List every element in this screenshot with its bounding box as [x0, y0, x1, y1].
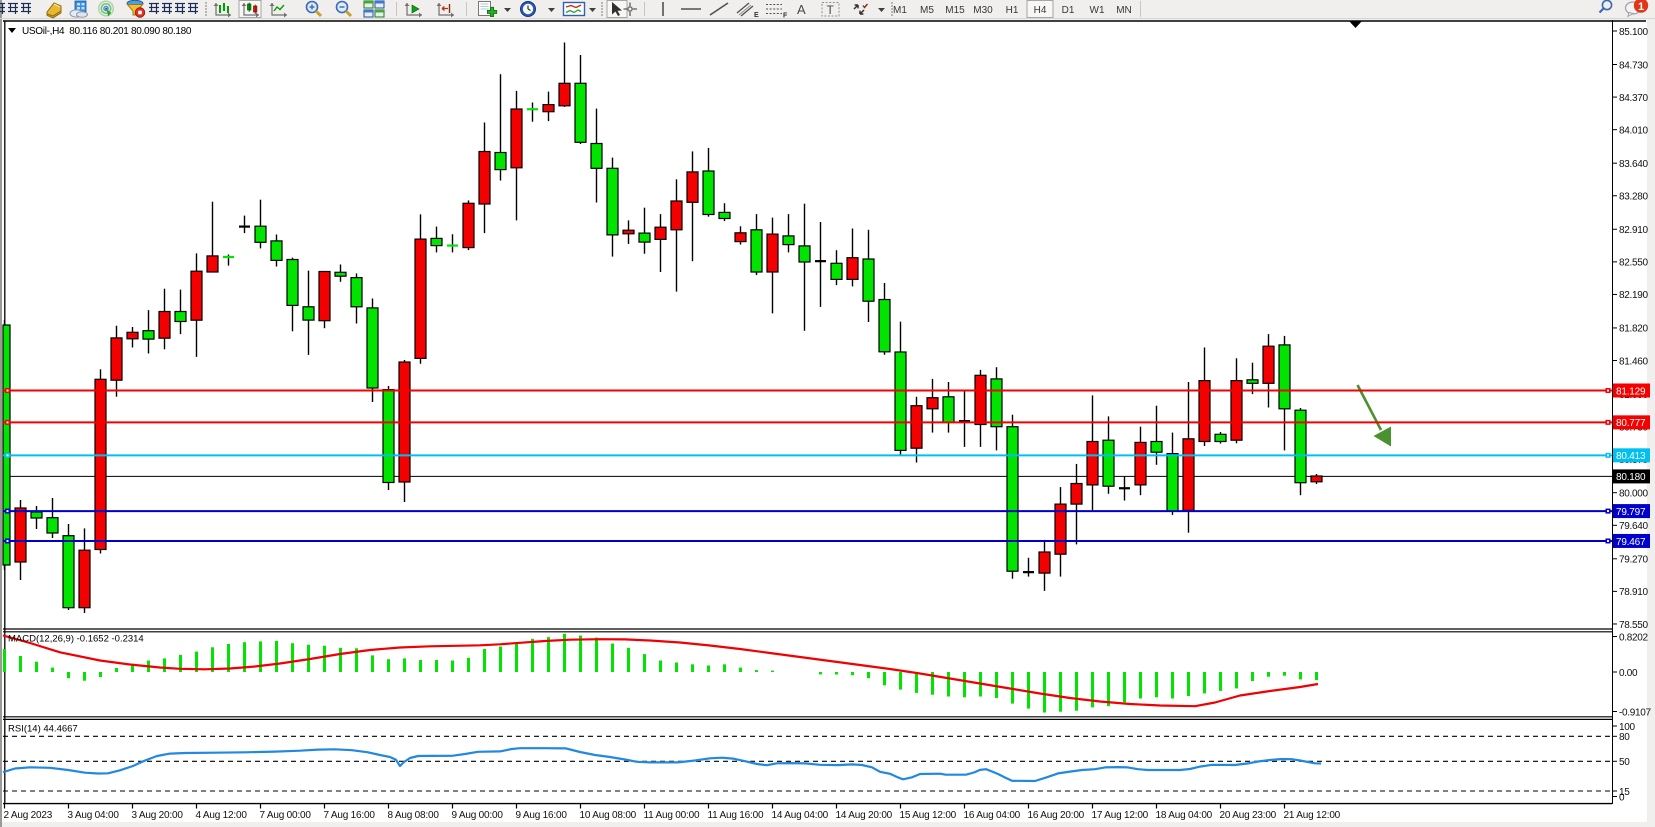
svg-text:84.370: 84.370 [1619, 93, 1649, 104]
svg-text:D1: D1 [1062, 5, 1075, 16]
svg-text:F: F [783, 13, 788, 20]
svg-text:84.730: 84.730 [1619, 60, 1649, 71]
svg-text:3 Aug 04:00: 3 Aug 04:00 [68, 810, 120, 821]
svg-text:50: 50 [1619, 757, 1630, 768]
svg-text:E: E [754, 12, 759, 19]
svg-text:W1: W1 [1090, 5, 1105, 16]
svg-text:M15: M15 [945, 5, 965, 16]
svg-text:T: T [827, 3, 835, 17]
svg-text:2 Aug 2023: 2 Aug 2023 [4, 810, 53, 821]
svg-text:85.100: 85.100 [1619, 27, 1649, 38]
svg-text:21 Aug 12:00: 21 Aug 12:00 [1284, 810, 1341, 821]
svg-text:8 Aug 08:00: 8 Aug 08:00 [388, 810, 440, 821]
svg-text:80: 80 [1619, 732, 1630, 743]
svg-text:83.640: 83.640 [1619, 159, 1649, 170]
svg-text:20 Aug 23:00: 20 Aug 23:00 [1220, 810, 1277, 821]
svg-text:18 Aug 04:00: 18 Aug 04:00 [1156, 810, 1213, 821]
svg-text:RSI(14) 44.4667: RSI(14) 44.4667 [8, 724, 78, 735]
svg-text:7 Aug 16:00: 7 Aug 16:00 [324, 810, 376, 821]
svg-text:80.180: 80.180 [1616, 472, 1646, 483]
svg-text:14 Aug 04:00: 14 Aug 04:00 [772, 810, 829, 821]
svg-text:79.640: 79.640 [1619, 521, 1649, 532]
svg-text:79.270: 79.270 [1619, 555, 1649, 566]
svg-text:10 Aug 08:00: 10 Aug 08:00 [580, 810, 637, 821]
svg-text:82.910: 82.910 [1619, 225, 1649, 236]
svg-text:M30: M30 [973, 5, 993, 16]
svg-text:17 Aug 12:00: 17 Aug 12:00 [1092, 810, 1149, 821]
svg-text:82.550: 82.550 [1619, 258, 1649, 269]
svg-text:16 Aug 20:00: 16 Aug 20:00 [1028, 810, 1085, 821]
svg-text:H4: H4 [1034, 5, 1047, 16]
svg-text:MN: MN [1116, 5, 1132, 16]
svg-text:80.413: 80.413 [1616, 451, 1646, 462]
svg-text:11 Aug 16:00: 11 Aug 16:00 [708, 810, 764, 821]
svg-text:78.910: 78.910 [1619, 587, 1649, 598]
svg-text:0: 0 [1619, 792, 1625, 803]
svg-text:M1: M1 [893, 5, 907, 16]
svg-text:81.129: 81.129 [1616, 386, 1646, 397]
svg-text:H1: H1 [1006, 5, 1019, 16]
svg-text:80.000: 80.000 [1619, 489, 1649, 500]
svg-text:3 Aug 20:00: 3 Aug 20:00 [132, 810, 184, 821]
svg-text:82.190: 82.190 [1619, 290, 1649, 301]
svg-text:14 Aug 20:00: 14 Aug 20:00 [836, 810, 893, 821]
svg-text:11 Aug 00:00: 11 Aug 00:00 [644, 810, 700, 821]
svg-text:7 Aug 00:00: 7 Aug 00:00 [260, 810, 312, 821]
svg-text:78.550: 78.550 [1619, 620, 1649, 631]
svg-text:84.010: 84.010 [1619, 125, 1649, 136]
svg-text:79.467: 79.467 [1616, 537, 1646, 548]
svg-text:16 Aug 04:00: 16 Aug 04:00 [964, 810, 1021, 821]
svg-text:M5: M5 [920, 5, 934, 16]
svg-text:9 Aug 00:00: 9 Aug 00:00 [452, 810, 504, 821]
svg-text:USOil-,H4 80.116 80.201 80.09: USOil-,H4 80.116 80.201 80.090 80.180 [22, 26, 192, 37]
svg-text:4 Aug 12:00: 4 Aug 12:00 [196, 810, 248, 821]
svg-text:0.8202: 0.8202 [1619, 632, 1649, 643]
svg-text:9 Aug 16:00: 9 Aug 16:00 [516, 810, 568, 821]
svg-text:80.777: 80.777 [1616, 418, 1646, 429]
svg-text:100: 100 [1619, 722, 1636, 733]
svg-text:15 Aug 12:00: 15 Aug 12:00 [900, 810, 957, 821]
svg-text:79.797: 79.797 [1616, 507, 1646, 518]
svg-text:A: A [797, 2, 806, 17]
svg-text:81.820: 81.820 [1619, 324, 1649, 335]
svg-text:15: 15 [1619, 787, 1630, 798]
svg-text:MACD(12,26,9) -0.1652 -0.2314: MACD(12,26,9) -0.1652 -0.2314 [8, 634, 144, 645]
svg-text:83.280: 83.280 [1619, 192, 1649, 203]
svg-text:81.460: 81.460 [1619, 356, 1649, 367]
svg-text:0.00: 0.00 [1619, 668, 1638, 679]
svg-text:-0.9107: -0.9107 [1619, 707, 1652, 718]
svg-text:1: 1 [1638, 1, 1644, 13]
